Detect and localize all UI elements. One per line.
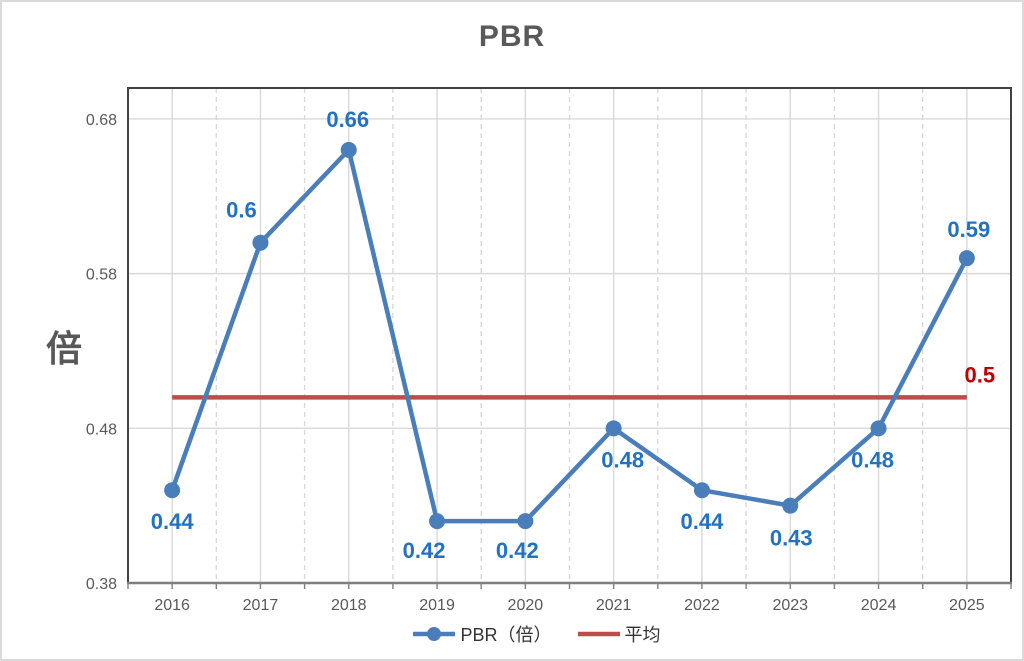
pbr-data-point (164, 482, 181, 499)
x-tick-label: 2022 (684, 597, 720, 614)
legend: PBR（倍） 平均 (27, 621, 1022, 647)
pbr-data-label: 0.66 (326, 107, 369, 132)
y-tick-label: 0.58 (86, 267, 117, 284)
x-tick-label: 2016 (154, 597, 190, 614)
y-tick-label: 0.48 (86, 421, 117, 438)
pbr-data-label: 0.43 (770, 526, 813, 551)
legend-label-pbr: PBR（倍） (460, 625, 552, 645)
pbr-data-point (958, 250, 975, 267)
pbr-data-label: 0.6 (226, 198, 257, 223)
pbr-data-label: 0.48 (601, 447, 644, 472)
x-tick-label: 2023 (772, 597, 808, 614)
legend-label-average: 平均 (624, 625, 661, 645)
x-tick-label: 2021 (596, 597, 632, 614)
pbr-series-swatch-icon (413, 627, 456, 641)
pbr-data-label: 0.48 (851, 447, 894, 472)
pbr-line (170, 147, 969, 524)
x-tick-label: 2024 (861, 597, 897, 614)
x-tick-label: 2025 (949, 597, 985, 614)
pbr-data-label: 0.59 (947, 217, 990, 242)
y-axis-title: 倍 (46, 328, 83, 369)
pbr-data-point (340, 141, 357, 158)
chart-title: PBR (478, 20, 546, 53)
pbr-data-label: 0.42 (403, 538, 446, 563)
pbr-data-point (605, 420, 622, 437)
pbr-data-point (693, 482, 710, 499)
x-tick-label: 2019 (419, 597, 455, 614)
pbr-data-label: 0.44 (151, 509, 195, 534)
pbr-data-point (870, 420, 887, 437)
pbr-data-point (252, 234, 269, 251)
legend-item-pbr: PBR（倍） (413, 621, 552, 647)
average-series-swatch-icon (577, 631, 620, 637)
pbr-data-label: 0.44 (681, 509, 725, 534)
pbr-data-point (429, 513, 446, 530)
pbr-data-label: 0.42 (496, 538, 539, 563)
x-tick-label: 2018 (331, 597, 367, 614)
pbr-data-point (517, 513, 534, 530)
y-tick-label: 0.68 (86, 112, 117, 129)
x-tick-label: 2017 (243, 597, 279, 614)
y-tick-label: 0.38 (86, 576, 117, 593)
legend-item-average: 平均 (577, 621, 661, 647)
pbr-data-point (782, 497, 799, 514)
x-tick-label: 2020 (508, 597, 544, 614)
average-value-label: 0.5 (965, 362, 996, 387)
